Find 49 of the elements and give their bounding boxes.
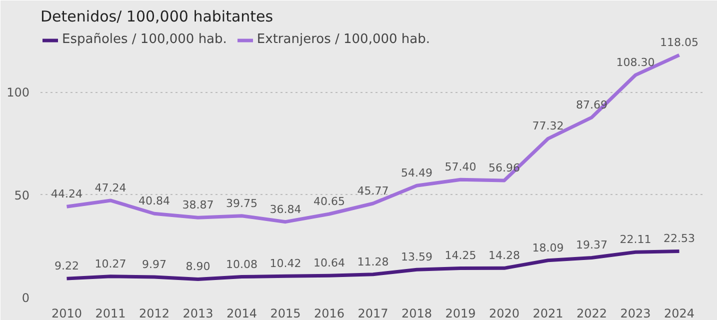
x-tick-label: 2021	[532, 306, 564, 320]
x-tick-label: 2014	[226, 306, 258, 320]
data-label: 54.49	[401, 166, 433, 180]
data-label: 14.28	[488, 249, 520, 262]
data-label: 10.64	[314, 256, 346, 270]
x-tick-label: 2017	[358, 306, 388, 320]
x-tick-label: 2013	[182, 306, 214, 320]
data-label: 36.84	[270, 202, 302, 216]
y-tick-label: 50	[14, 188, 30, 202]
data-label: 108.30	[616, 56, 655, 70]
x-tick-label: 2022	[576, 306, 608, 320]
data-label: 10.42	[270, 257, 302, 270]
data-label: 22.53	[664, 232, 696, 246]
chart-title: Detenidos/ 100,000 habitantes	[40, 8, 274, 26]
y-tick-label: 0	[22, 291, 30, 305]
data-label: 38.87	[182, 198, 214, 212]
legend-label: Extranjeros / 100,000 hab.	[256, 32, 430, 47]
data-label: 45.77	[357, 184, 389, 198]
data-label: 18.09	[532, 241, 564, 254]
x-tick-label: 2020	[488, 306, 520, 320]
y-tick-label: 100	[6, 86, 30, 100]
x-tick-label: 2012	[138, 306, 170, 320]
data-label: 22.11	[620, 233, 652, 246]
data-label: 118.05	[660, 36, 699, 50]
data-label: 14.25	[444, 249, 476, 262]
data-label: 13.59	[401, 250, 433, 264]
data-label: 40.65	[314, 195, 346, 208]
x-tick-label: 2024	[664, 306, 695, 320]
x-tick-label: 2015	[270, 306, 301, 320]
data-label: 39.75	[226, 196, 258, 210]
x-tick-label: 2023	[620, 306, 651, 320]
x-tick-label: 2011	[95, 306, 126, 320]
data-label: 40.84	[138, 194, 170, 208]
legend-label: Españoles / 100,000 hab.	[62, 32, 227, 47]
x-tick-label: 2019	[445, 306, 476, 320]
data-label: 19.37	[576, 238, 608, 252]
data-label: 44.24	[51, 188, 83, 201]
data-label: 9.97	[142, 258, 167, 272]
data-label: 11.28	[357, 255, 389, 268]
x-tick-label: 2010	[51, 306, 82, 320]
x-tick-label: 2016	[314, 306, 345, 320]
x-tick-label: 2018	[401, 306, 432, 320]
data-label: 10.08	[226, 258, 258, 271]
data-label: 57.40	[444, 160, 476, 174]
data-label: 8.90	[186, 260, 210, 274]
data-label: 77.32	[532, 120, 564, 133]
data-label: 9.22	[54, 260, 80, 273]
data-label: 47.24	[94, 181, 126, 194]
data-label: 10.27	[94, 257, 126, 270]
